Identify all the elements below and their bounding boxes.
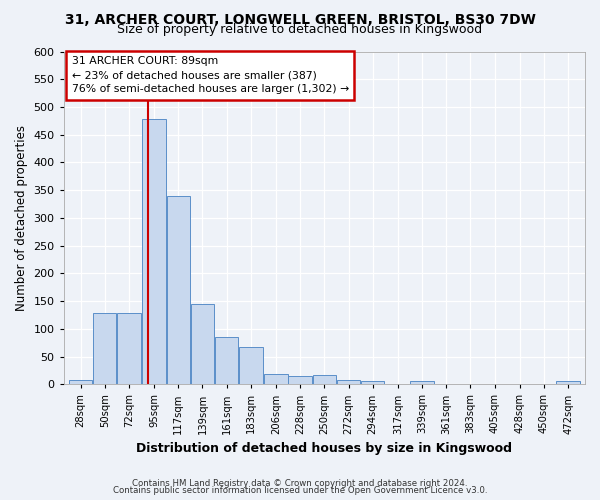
Bar [239,346,263,385]
Bar [215,336,238,384]
Bar [167,196,190,384]
Bar [265,374,288,384]
X-axis label: Distribution of detached houses by size in Kingswood: Distribution of detached houses by size … [136,442,512,455]
Text: Size of property relative to detached houses in Kingswood: Size of property relative to detached ho… [118,22,482,36]
Y-axis label: Number of detached properties: Number of detached properties [15,125,28,311]
Bar [556,382,580,384]
Text: 31 ARCHER COURT: 89sqm
← 23% of detached houses are smaller (387)
76% of semi-de: 31 ARCHER COURT: 89sqm ← 23% of detached… [71,56,349,94]
Bar [313,376,336,384]
Bar [93,314,116,384]
Text: 31, ARCHER COURT, LONGWELL GREEN, BRISTOL, BS30 7DW: 31, ARCHER COURT, LONGWELL GREEN, BRISTO… [65,12,535,26]
Bar [289,376,312,384]
Bar [69,380,92,384]
Bar [191,304,214,384]
Bar [337,380,360,384]
Bar [410,382,434,384]
Text: Contains HM Land Registry data © Crown copyright and database right 2024.: Contains HM Land Registry data © Crown c… [132,478,468,488]
Bar [142,119,166,384]
Bar [361,382,385,384]
Text: Contains public sector information licensed under the Open Government Licence v3: Contains public sector information licen… [113,486,487,495]
Bar [117,314,140,384]
